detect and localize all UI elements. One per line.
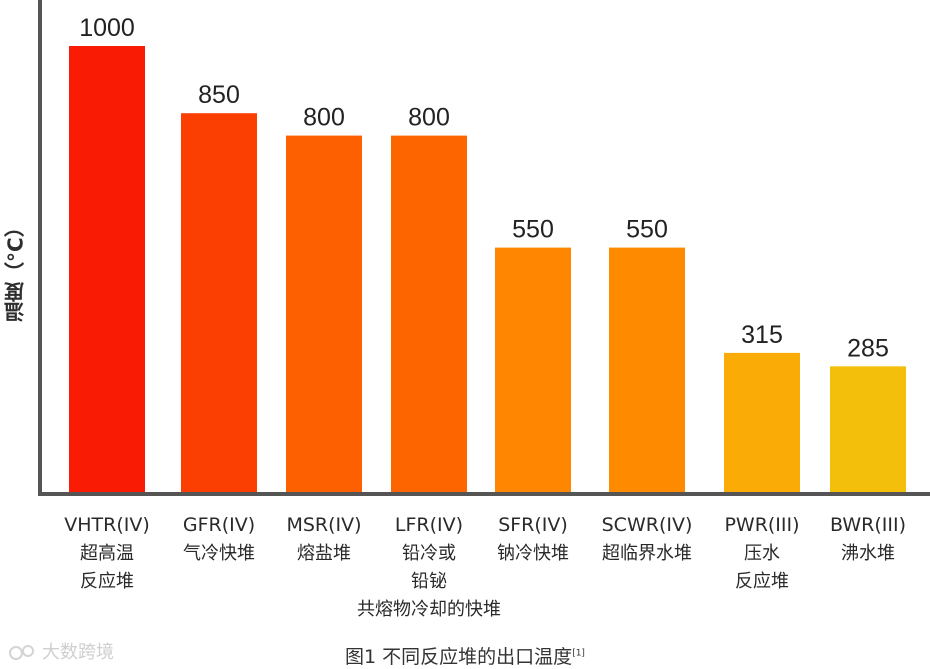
bar-3	[286, 135, 362, 494]
data-label-4: 800	[408, 104, 450, 132]
data-label-3: 800	[303, 104, 345, 132]
x-tick-label-7-2: 压水	[744, 543, 780, 564]
x-tick-label-2-2: 气冷快堆	[183, 543, 255, 564]
x-tick-label-3-2: 熔盐堆	[297, 543, 351, 564]
x-tick-label-4-4: 共熔物冷却的快堆	[357, 599, 501, 620]
data-label-5: 550	[512, 216, 554, 244]
bar-4	[391, 135, 467, 494]
data-label-6: 550	[626, 216, 668, 244]
x-tick-label-3-1: MSR(IV)	[286, 514, 361, 536]
x-tick-label-1-3: 反应堆	[80, 571, 134, 592]
bar-2	[181, 113, 257, 494]
x-tick-label-7-1: PWR(III)	[724, 514, 799, 536]
bar-7	[724, 352, 800, 494]
bar-1	[69, 46, 145, 494]
x-tick-label-2-1: GFR(IV)	[183, 514, 255, 536]
bar-8	[830, 366, 906, 494]
x-tick-label-1-2: 超高温	[80, 543, 134, 564]
x-tick-label-5-2: 钠冷快堆	[497, 543, 569, 564]
x-tick-label-8-2: 沸水堆	[841, 543, 895, 564]
bar-6	[609, 247, 685, 494]
caption-text: 图1 不同反应堆的出口温度	[345, 646, 573, 668]
x-tick-label-5-1: SFR(IV)	[498, 514, 568, 536]
x-tick-label-6-2: 超临界水堆	[602, 543, 692, 564]
data-label-1: 1000	[79, 14, 135, 42]
watermark-text: 大数跨境	[42, 642, 114, 663]
caption-reference: [1]	[572, 648, 585, 659]
x-tick-label-1-1: VHTR(IV)	[64, 514, 150, 536]
watermark: 大数跨境	[8, 638, 114, 664]
data-label-7: 315	[741, 321, 783, 349]
figure-caption: 图1 不同反应堆的出口温度[1]	[0, 642, 930, 669]
watermark-logo-icon	[9, 645, 34, 660]
x-tick-label-6-1: SCWR(IV)	[602, 514, 693, 536]
x-tick-label-4-1: LFR(IV)	[395, 514, 463, 536]
data-label-8: 285	[847, 334, 889, 362]
data-label-2: 850	[198, 81, 240, 109]
x-tick-label-4-2: 铅冷或	[402, 543, 456, 564]
x-tick-label-4-3: 铅铋	[411, 571, 447, 592]
x-tick-label-8-1: BWR(III)	[830, 514, 906, 536]
x-tick-label-7-3: 反应堆	[735, 571, 789, 592]
bar-5	[495, 247, 571, 494]
y-axis-label: 温度（°C）	[3, 217, 28, 323]
